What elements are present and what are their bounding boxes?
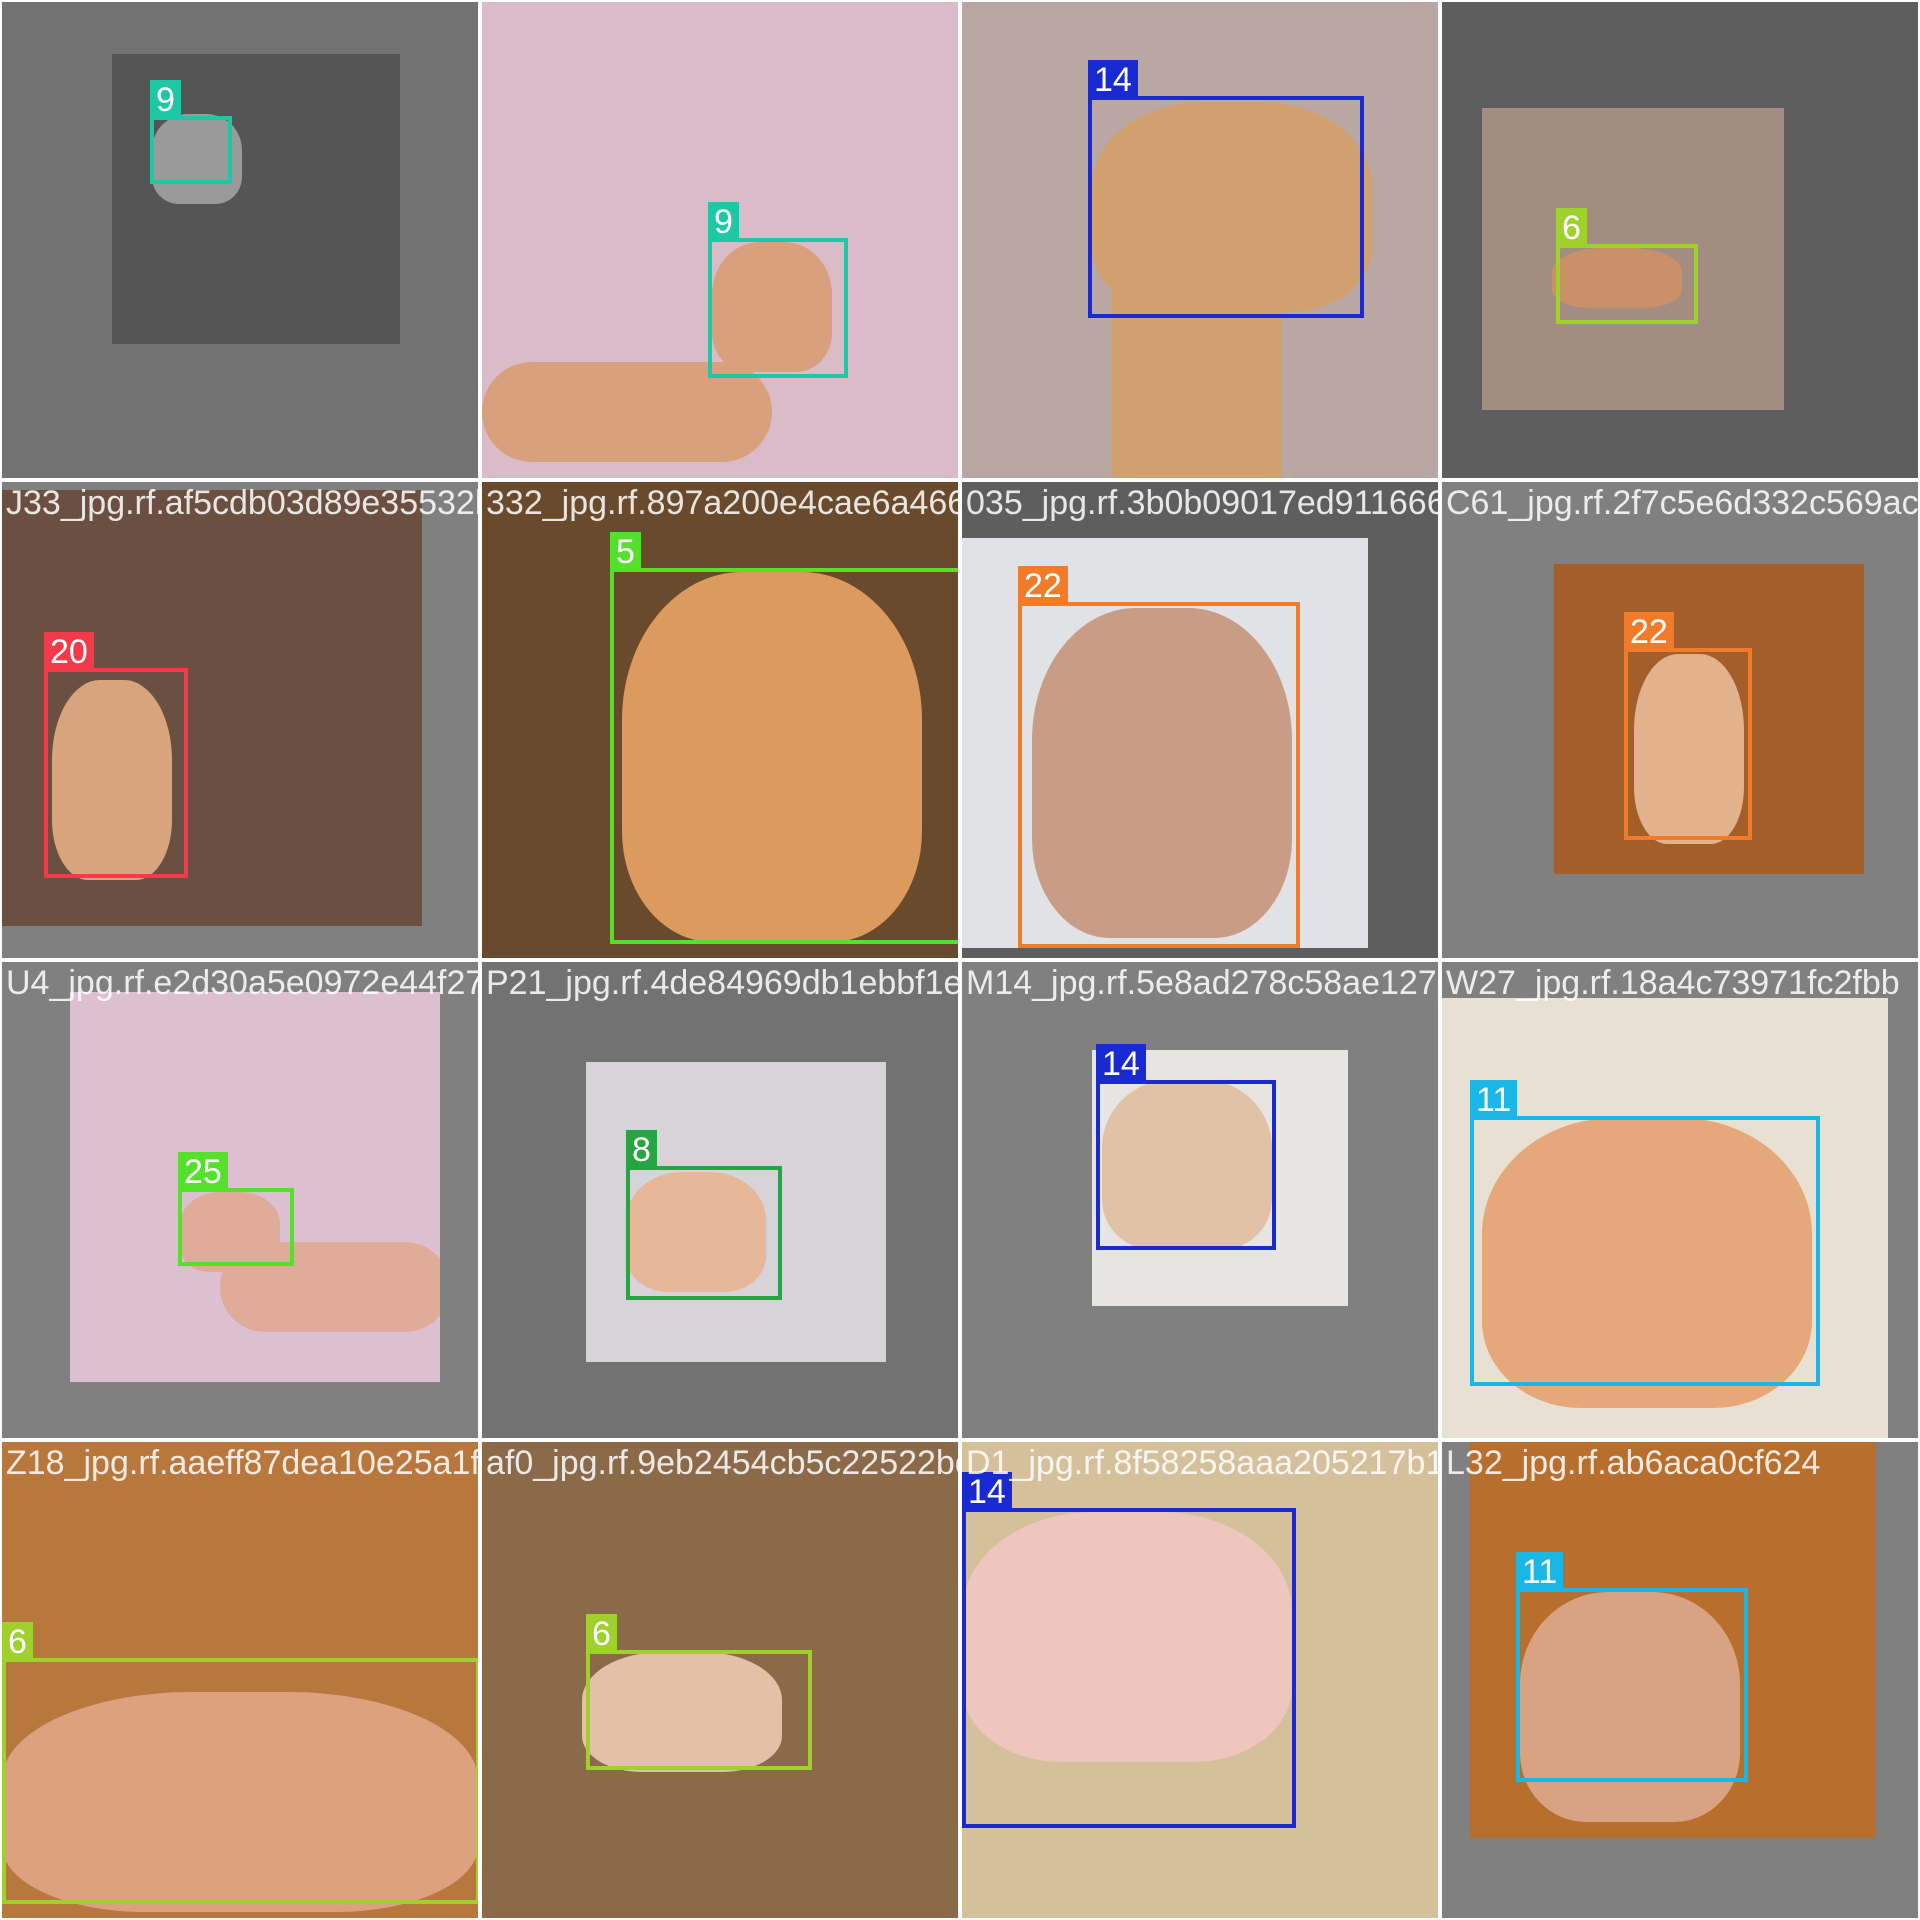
- hand-foreground: [1032, 608, 1292, 938]
- tile-1: 9: [2, 2, 478, 478]
- photo: [1554, 564, 1864, 874]
- tile-15: 14 D1_jpg.rf.8f58258aaa205217b1f7e935eb6: [962, 1442, 1438, 1918]
- bounding-box: 6: [1556, 208, 1698, 324]
- class-label: 8: [626, 1130, 657, 1170]
- tile-9: 25 U4_jpg.rf.e2d30a5e0972e44f27c17fdf44d…: [2, 962, 478, 1438]
- tile-5: 20 J33_jpg.rf.af5cdb03d89e35532b21478847…: [2, 482, 478, 958]
- class-label: 20: [44, 632, 94, 672]
- photo: [70, 992, 440, 1382]
- hand-foreground: [52, 680, 172, 880]
- tile-7: 22 035_jpg.rf.3b0b09017ed911666b1b2f7055…: [962, 482, 1438, 958]
- class-label: 9: [708, 202, 739, 242]
- class-label: 14: [962, 1472, 1012, 1512]
- photo: [2, 1442, 478, 1918]
- arm-foreground: [482, 362, 772, 462]
- tile-12: 11 W27_jpg.rf.18a4c73971fc2fbb: [1442, 962, 1918, 1438]
- arm-foreground: [220, 1242, 440, 1332]
- class-label: 22: [1018, 566, 1068, 606]
- image-filename: M14_jpg.rf.5e8ad278c58ae127ebf1a8b3a3: [966, 964, 1438, 1002]
- hand-foreground: [1102, 1080, 1272, 1250]
- bounding-box: 14: [962, 1472, 1296, 1828]
- photo: [962, 2, 1438, 478]
- class-label: 6: [586, 1614, 617, 1654]
- hand-foreground: [1552, 248, 1682, 308]
- image-filename: P21_jpg.rf.4de84969db1ebbf1e6a3c8e5c3076…: [486, 964, 958, 1002]
- bounding-box: 9: [150, 80, 232, 184]
- class-label: 9: [150, 80, 181, 120]
- tile-6: 5 332_jpg.rf.897a200e4cae6a4663b438f575f…: [482, 482, 958, 958]
- bounding-box: 5: [610, 532, 958, 944]
- hand-foreground: [712, 242, 832, 372]
- photo: [482, 1442, 958, 1918]
- class-label: 22: [1624, 612, 1674, 652]
- bounding-box: 22: [1018, 566, 1300, 948]
- hand-foreground: [1634, 654, 1744, 844]
- hand-foreground: [152, 114, 242, 204]
- hand-foreground: [2, 1692, 478, 1912]
- tile-2: 9: [482, 2, 958, 478]
- bounding-box: 6: [2, 1622, 478, 1904]
- tile-13: 6 Z18_jpg.rf.aaeff87dea10e25a1fad39a9eb2…: [2, 1442, 478, 1918]
- photo: [1482, 108, 1784, 410]
- tile-11: 14 M14_jpg.rf.5e8ad278c58ae127ebf1a8b3a3: [962, 962, 1438, 1438]
- bounding-box: 14: [1088, 60, 1364, 318]
- hand-foreground: [582, 1652, 782, 1772]
- tile-14: 6 af0_jpg.rf.9eb2454cb5c22522bdab18e982e…: [482, 1442, 958, 1918]
- photo: [1470, 1442, 1876, 1838]
- arm-foreground: [1112, 262, 1282, 478]
- class-label: 14: [1088, 60, 1138, 100]
- hand-foreground: [626, 1172, 766, 1292]
- hand-foreground: [622, 572, 922, 942]
- bounding-box: 11: [1516, 1552, 1748, 1782]
- class-label: 14: [1096, 1044, 1146, 1084]
- bounding-box: 25: [178, 1152, 294, 1266]
- photo: [1442, 998, 1888, 1438]
- photo: [2, 490, 422, 926]
- bounding-box: 22: [1624, 612, 1752, 840]
- tile-10: 8 P21_jpg.rf.4de84969db1ebbf1e6a3c8e5c30…: [482, 962, 958, 1438]
- photo: [482, 482, 958, 958]
- bounding-box: 11: [1470, 1080, 1820, 1386]
- class-label: 5: [610, 532, 641, 572]
- tile-4: 6: [1442, 2, 1918, 478]
- hand-foreground: [962, 1512, 1292, 1762]
- tile-8: 22 C61_jpg.rf.2f7c5e6d332c569ac: [1442, 482, 1918, 958]
- class-label: 25: [178, 1152, 228, 1192]
- hand-foreground: [1520, 1592, 1740, 1822]
- tile-3: 14: [962, 2, 1438, 478]
- tile-16: 11 L32_jpg.rf.ab6aca0cf624: [1442, 1442, 1918, 1918]
- class-label: 6: [2, 1622, 33, 1662]
- photo: [962, 1442, 1438, 1918]
- image-filename: 035_jpg.rf.3b0b09017ed911666b1b2f7055ba4: [966, 484, 1438, 522]
- bounding-box: 14: [1096, 1044, 1276, 1250]
- bounding-box: 8: [626, 1130, 782, 1300]
- image-filename: W27_jpg.rf.18a4c73971fc2fbb: [1446, 964, 1900, 1002]
- image-filename: C61_jpg.rf.2f7c5e6d332c569ac: [1446, 484, 1918, 522]
- class-label: 6: [1556, 208, 1587, 248]
- hand-foreground: [1482, 1118, 1812, 1408]
- photo: [1092, 1050, 1348, 1306]
- class-label: 11: [1516, 1552, 1564, 1592]
- photo: [482, 2, 958, 478]
- class-label: 11: [1470, 1080, 1518, 1120]
- bounding-box: 20: [44, 632, 188, 878]
- bounding-box: 9: [708, 202, 848, 378]
- bounding-box: 6: [586, 1614, 812, 1770]
- photo: [586, 1062, 886, 1362]
- photo: [962, 538, 1368, 948]
